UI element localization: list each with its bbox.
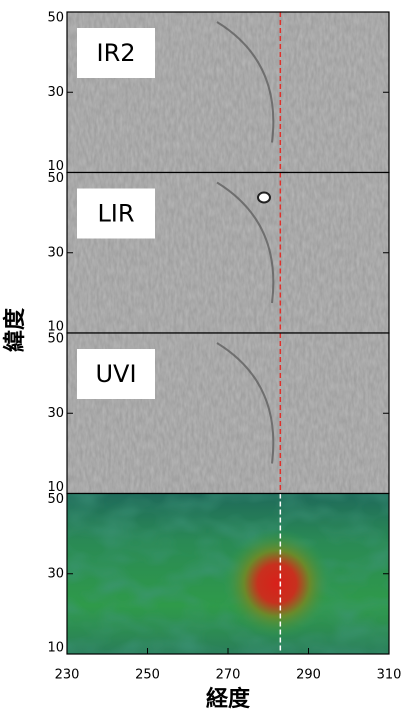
x-tick-label: 310 bbox=[377, 668, 401, 683]
y-tick-label: 30 bbox=[47, 406, 64, 421]
heatmap-hotspot bbox=[222, 528, 332, 639]
panel-label: UVI bbox=[95, 360, 136, 388]
y-tick-label: 50 bbox=[47, 171, 64, 186]
y-tick-label: 30 bbox=[47, 85, 64, 100]
y-tick-label: 30 bbox=[47, 566, 64, 581]
y-tick-label: 50 bbox=[47, 332, 64, 347]
x-tick-label: 270 bbox=[216, 668, 241, 683]
panel-label-box bbox=[77, 188, 155, 239]
x-axis-label: 経度 bbox=[206, 686, 251, 712]
x-tick-label: 250 bbox=[135, 668, 160, 683]
y-tick-label: 10 bbox=[47, 641, 64, 656]
y-tick-label: 10 bbox=[47, 480, 64, 495]
y-tick-label: 10 bbox=[47, 320, 64, 335]
x-tick-label: 230 bbox=[55, 668, 80, 683]
panel-label-box bbox=[77, 28, 155, 78]
feature-arc bbox=[216, 181, 275, 304]
x-tick-label: 290 bbox=[296, 668, 321, 683]
y-tick-label: 30 bbox=[47, 245, 64, 260]
bright-spot bbox=[257, 191, 271, 204]
y-tick-label: 50 bbox=[47, 11, 64, 26]
feature-arc bbox=[216, 21, 275, 143]
y-tick-label: 50 bbox=[47, 492, 64, 507]
feature-arc bbox=[216, 342, 275, 464]
panel-label: IR2 bbox=[96, 39, 135, 67]
y-tick-label: 10 bbox=[47, 159, 64, 174]
y-axis-label: 緯度 bbox=[2, 307, 28, 352]
panel-label-box bbox=[77, 349, 155, 399]
panel-label: LIR bbox=[97, 200, 134, 228]
